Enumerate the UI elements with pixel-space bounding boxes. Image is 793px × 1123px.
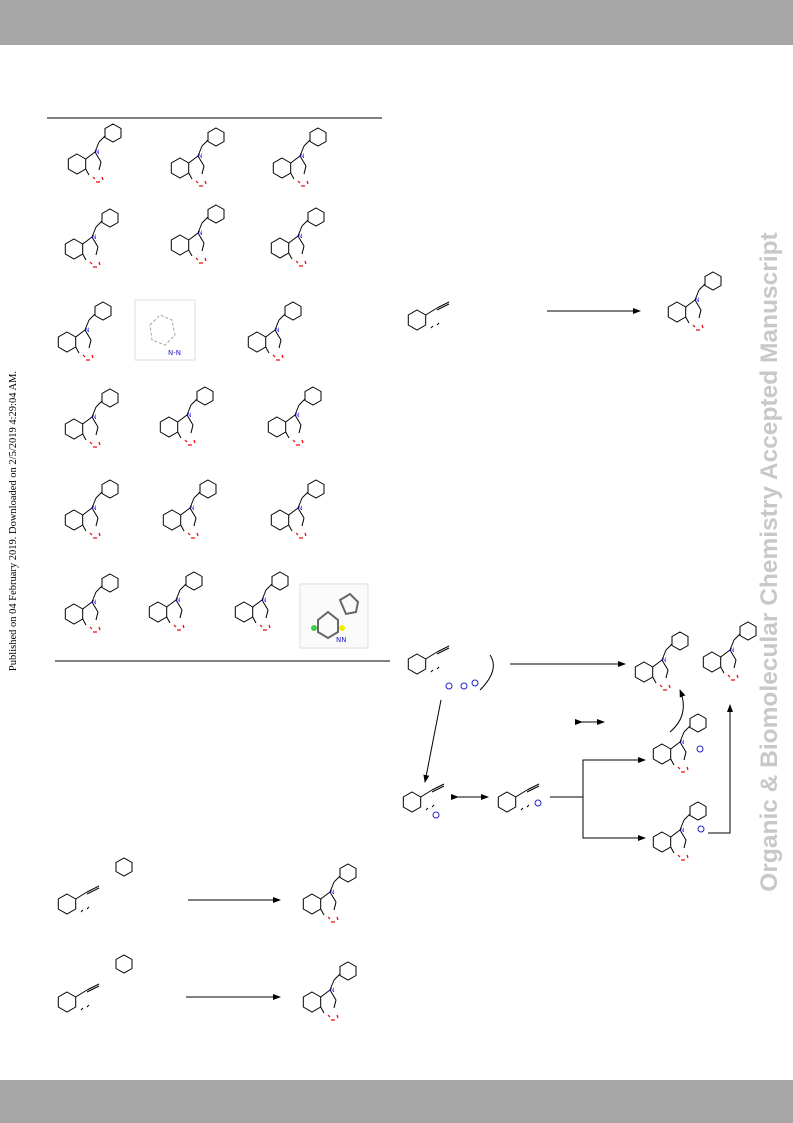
structure bbox=[57, 983, 100, 1013]
structure bbox=[162, 479, 217, 539]
structure bbox=[64, 208, 119, 268]
arrow bbox=[669, 689, 686, 733]
svg-text:N-N: N-N bbox=[168, 349, 181, 357]
crystal-structure: N-N bbox=[134, 299, 196, 361]
structure bbox=[652, 801, 707, 861]
arrow bbox=[423, 699, 442, 783]
scheme-bottom bbox=[57, 857, 357, 1021]
structure bbox=[64, 388, 119, 448]
structure bbox=[267, 386, 322, 446]
structure bbox=[667, 271, 722, 331]
structure bbox=[234, 571, 289, 631]
structure bbox=[302, 961, 357, 1021]
structure bbox=[170, 127, 225, 187]
structure bbox=[702, 621, 757, 681]
svg-text:NN: NN bbox=[336, 636, 346, 644]
footer-bar bbox=[0, 1080, 793, 1123]
structure bbox=[272, 127, 327, 187]
curved-arrow bbox=[479, 654, 494, 691]
structure-grid: N-N NN bbox=[57, 123, 369, 649]
structure bbox=[57, 301, 112, 361]
arrow bbox=[582, 797, 646, 841]
published-note: Published on 04 February 2019. Downloade… bbox=[8, 371, 19, 671]
structure bbox=[634, 631, 689, 691]
structure bbox=[170, 204, 225, 264]
header-bar bbox=[0, 0, 793, 45]
structure bbox=[402, 783, 445, 813]
arrow bbox=[550, 757, 646, 798]
charges bbox=[432, 679, 705, 833]
watermark: Organic & Biomolecular Chemistry Accepte… bbox=[756, 232, 783, 891]
structure bbox=[270, 207, 325, 267]
mechanism bbox=[402, 621, 757, 861]
structure bbox=[159, 386, 214, 446]
arrow bbox=[708, 704, 733, 834]
scheme-top-right bbox=[407, 271, 722, 331]
structure bbox=[67, 123, 122, 183]
structure bbox=[247, 301, 302, 361]
structure bbox=[407, 301, 450, 331]
structure bbox=[64, 479, 119, 539]
structure bbox=[148, 571, 203, 631]
structure bbox=[270, 479, 325, 539]
structure bbox=[497, 783, 540, 813]
structure bbox=[302, 863, 357, 923]
structure bbox=[57, 885, 100, 915]
structure bbox=[407, 645, 450, 675]
structure bbox=[64, 573, 119, 633]
crystal-structure: NN bbox=[299, 583, 369, 649]
structure bbox=[652, 713, 707, 773]
